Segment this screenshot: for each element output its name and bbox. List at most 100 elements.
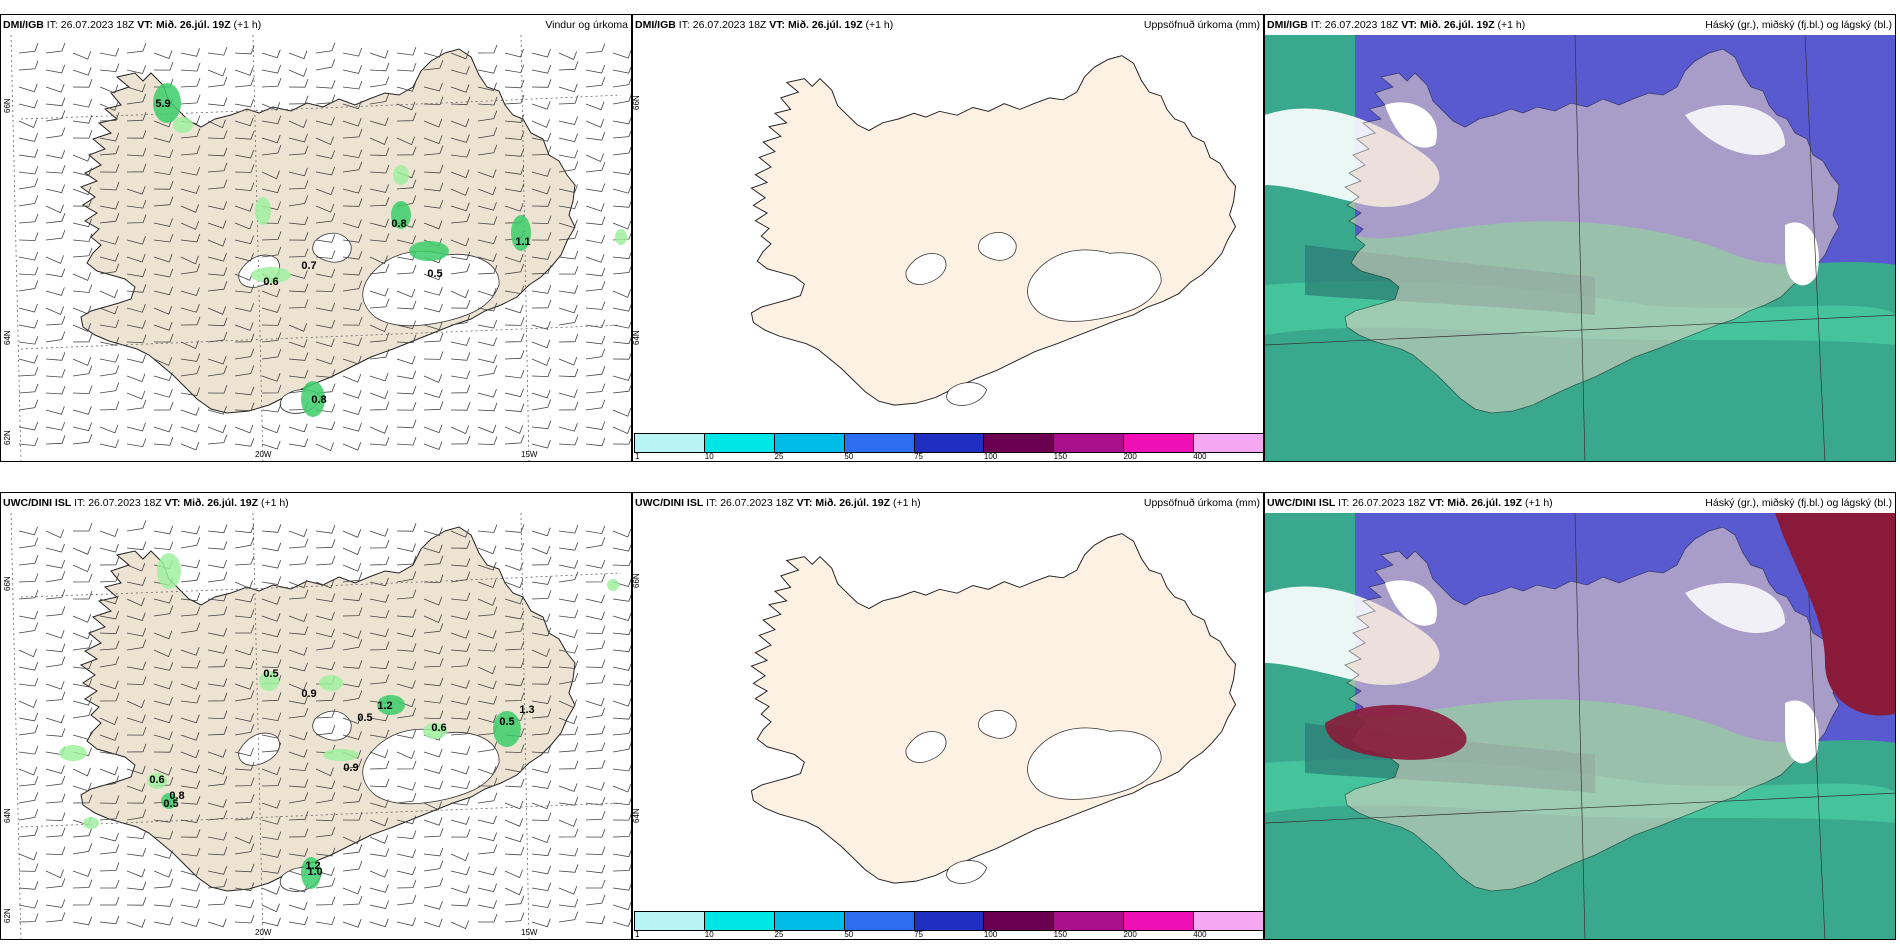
wind-barb <box>396 62 417 72</box>
wind-barb <box>234 203 254 212</box>
wind-barb <box>180 441 200 451</box>
wind-barb <box>234 593 255 603</box>
wind-map: 5.9 0.8 0.7 0.6 0.5 1.1 0.8 <box>10 34 631 461</box>
wind-barb <box>423 82 443 92</box>
wind-barb <box>369 577 389 587</box>
wind-barb <box>369 287 389 297</box>
wind-barb <box>288 145 309 156</box>
wind-barb <box>585 725 606 736</box>
wind-barb <box>558 368 579 378</box>
wind-barb <box>531 285 552 294</box>
glacier <box>1027 249 1162 322</box>
precip-area <box>511 215 531 251</box>
wind-barb <box>585 640 606 651</box>
wind-barb <box>315 136 334 146</box>
wind-barb <box>396 815 416 825</box>
wind-barb <box>423 765 443 774</box>
wind-barb <box>45 331 66 343</box>
wind-barb <box>180 365 201 377</box>
wind-barb <box>558 304 578 314</box>
wind-barb <box>477 388 497 398</box>
model-name: DMI/IGB <box>635 19 676 31</box>
wind-panel-uwc[interactable]: UWC/DINI ISL IT: 26.07.2023 18Z VT: Mið.… <box>0 492 632 940</box>
wind-barb <box>45 846 66 856</box>
wind-barb <box>126 699 145 709</box>
wind-barb <box>531 590 552 600</box>
wind-barb <box>450 680 470 689</box>
wind-barb <box>99 213 120 224</box>
wind-barb <box>477 319 498 329</box>
wind-panel-dmi[interactable]: DMI/IGB IT: 26.07.2023 18Z VT: Mið. 26.j… <box>0 14 632 462</box>
wind-barb <box>261 849 282 858</box>
wind-barb <box>531 265 552 275</box>
wind-barb <box>288 916 309 926</box>
wind-barb <box>612 289 631 298</box>
precip-panel-uwc[interactable]: UWC/DINI ISL IT: 26.07.2023 18Z VT: Mið.… <box>632 492 1264 940</box>
vt-label: VT: <box>164 497 181 509</box>
wind-barb <box>315 555 336 566</box>
precip-value: 1.1 <box>515 236 530 248</box>
wind-barb <box>153 831 174 840</box>
wind-barb <box>558 116 578 125</box>
wind-barb <box>558 818 578 827</box>
wind-barb <box>72 233 93 242</box>
wind-barb <box>450 425 469 435</box>
cloud-panel-dmi[interactable]: DMI/IGB IT: 26.07.2023 18Z VT: Mið. 26.j… <box>1264 14 1896 462</box>
wind-barb <box>612 425 631 435</box>
wind-barb <box>261 384 282 394</box>
vt-label: VT: <box>769 19 786 31</box>
wind-barb <box>342 65 362 74</box>
wind-barb <box>450 657 471 668</box>
wind-barb <box>612 797 631 806</box>
wind-barb <box>18 251 39 261</box>
wind-barb <box>450 746 471 755</box>
wind-barb <box>585 437 606 447</box>
wind-barb <box>180 796 201 805</box>
wind-barb <box>585 796 606 806</box>
wind-barb <box>396 419 417 429</box>
panel-title: Vindur og úrkoma <box>545 19 628 31</box>
wind-barb <box>234 252 254 262</box>
wind-barb <box>126 235 146 245</box>
cloud-panel-uwc[interactable]: UWC/DINI ISL IT: 26.07.2023 18Z VT: Mið.… <box>1264 492 1896 940</box>
wind-barb <box>504 183 525 193</box>
wind-barb <box>423 164 444 174</box>
wind-barb <box>45 543 65 553</box>
wind-barb <box>18 622 39 634</box>
wind-barb <box>180 316 201 326</box>
wind-barb <box>369 528 389 537</box>
wind-barb <box>342 234 363 243</box>
wind-barb <box>18 383 39 394</box>
wind-barb <box>531 676 552 685</box>
wind-barb <box>261 403 282 413</box>
wind-barb <box>315 283 336 293</box>
wind-barb <box>585 161 606 173</box>
wind-barb <box>99 528 119 538</box>
wind-barb <box>288 579 308 589</box>
wind-barb <box>369 298 390 309</box>
wind-barb <box>126 919 146 928</box>
wind-barb <box>153 196 174 207</box>
panel-header: DMI/IGB IT: 26.07.2023 18Z VT: Mið. 26.j… <box>633 15 1263 35</box>
wind-barb <box>126 661 147 671</box>
wind-barb <box>531 695 552 704</box>
wind-barb <box>207 97 228 107</box>
wind-barb <box>369 332 390 343</box>
wind-barb <box>531 834 551 844</box>
wind-barb <box>504 744 525 753</box>
wind-barb <box>477 110 498 122</box>
wind-barb <box>531 119 550 128</box>
precip-value: 1.3 <box>519 704 534 716</box>
wind-barb <box>45 812 66 821</box>
wind-barb <box>477 265 498 275</box>
wind-barb <box>207 281 228 292</box>
precip-area <box>301 857 321 889</box>
wind-barb <box>180 829 201 838</box>
wind-barb <box>72 614 92 623</box>
wind-barb <box>207 220 227 229</box>
wind-barb <box>585 611 605 621</box>
wind-barb <box>234 333 255 343</box>
wind-barb <box>126 743 147 753</box>
wind-barb <box>450 884 470 894</box>
precip-panel-dmi[interactable]: DMI/IGB IT: 26.07.2023 18Z VT: Mið. 26.j… <box>632 14 1264 462</box>
